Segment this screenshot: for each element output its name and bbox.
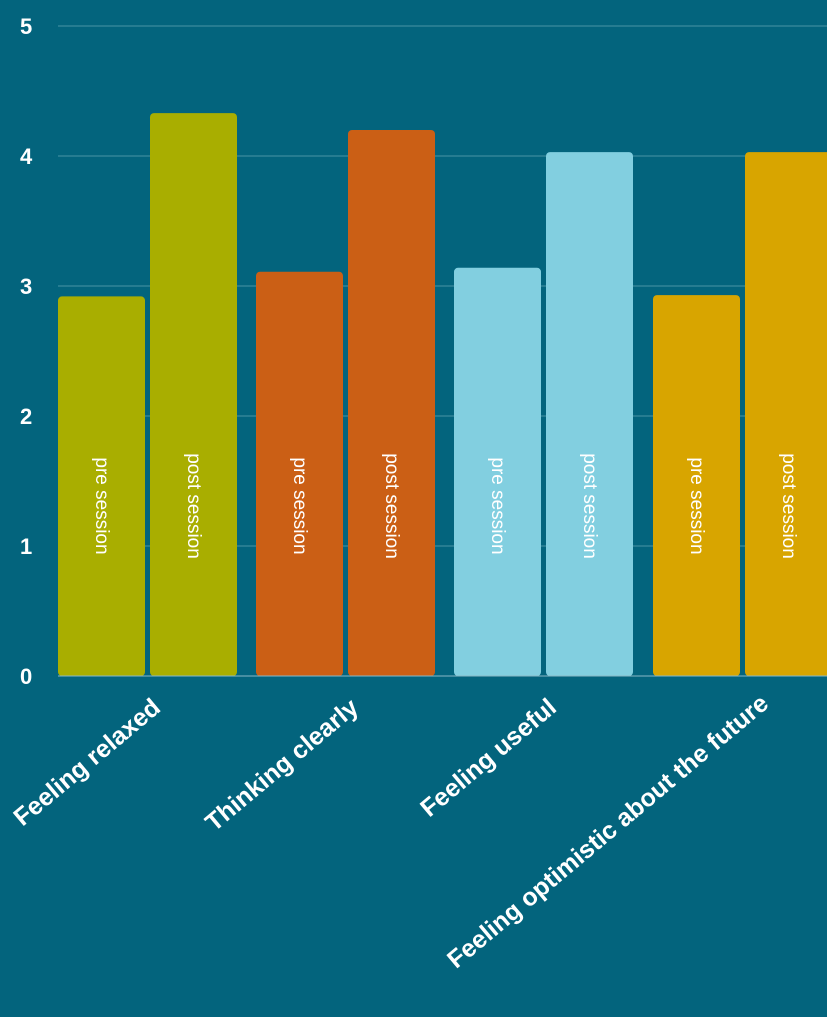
bar-label: pre session [686, 457, 707, 554]
y-axis-ticks: 0 1 2 3 4 5 [20, 14, 33, 689]
bar [745, 152, 827, 676]
y-tick-label: 3 [20, 274, 32, 299]
category-label: Thinking clearly [200, 693, 364, 837]
category-label: Feeling optimistic about the future [442, 689, 774, 974]
bar-label: pre session [487, 457, 508, 554]
category-label: Feeling relaxed [8, 693, 165, 831]
bar-label: post session [579, 453, 600, 559]
bar [348, 130, 435, 676]
category-labels: Feeling relaxed Thinking clearly Feeling u… [8, 689, 774, 974]
bar-label: post session [183, 453, 204, 559]
bar-label: post session [381, 453, 402, 559]
y-tick-label: 0 [20, 664, 32, 689]
bar [58, 296, 145, 676]
bar [150, 113, 237, 677]
bar [454, 267, 541, 676]
bar [653, 295, 740, 676]
bar-label: post session [778, 453, 799, 559]
bar-label: pre session [91, 457, 112, 554]
bar-label: pre session [289, 457, 310, 554]
y-tick-label: 1 [20, 534, 32, 559]
bar [546, 152, 633, 677]
y-tick-label: 2 [20, 404, 32, 429]
category-label: Feeling useful [415, 693, 562, 822]
y-tick-label: 5 [20, 14, 32, 39]
bars: pre session post session pre session post s… [58, 113, 827, 677]
y-tick-label: 4 [20, 144, 33, 169]
bar [256, 271, 343, 676]
